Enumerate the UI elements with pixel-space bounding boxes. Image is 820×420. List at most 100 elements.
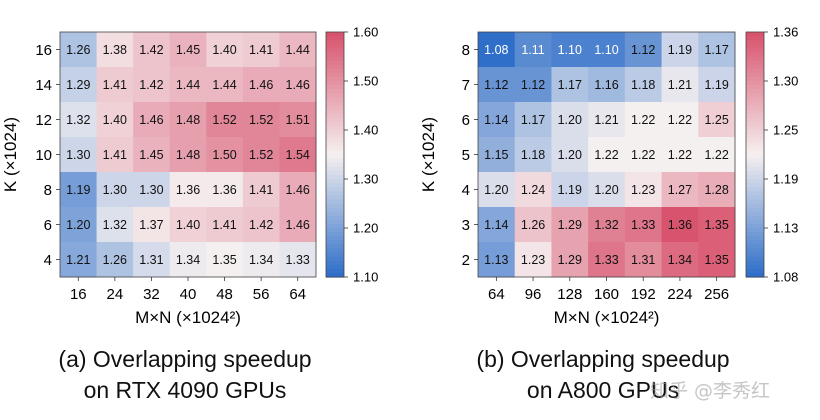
y-tick-label: 4 <box>44 252 52 269</box>
colorbar-segment <box>746 97 764 103</box>
cell-value-label: 1.52 <box>249 113 273 127</box>
colorbar-segment <box>326 142 344 147</box>
colorbar-tick-label: 1.13 <box>773 221 798 236</box>
colorbar-segment <box>326 215 344 221</box>
cell-value-label: 1.42 <box>139 43 163 57</box>
heatmap-cell <box>60 137 98 173</box>
cell-value-label: 1.20 <box>594 183 618 197</box>
colorbar-tick-label: 1.60 <box>353 25 378 40</box>
heatmap-cell <box>661 172 699 208</box>
colorbar-segment <box>326 203 344 209</box>
colorbar-segment <box>326 81 344 86</box>
cell-value-label: 1.35 <box>704 253 728 267</box>
y-axis-label: K (×1024) <box>419 117 438 192</box>
heatmap-cell <box>514 67 552 103</box>
heatmap-cell <box>698 207 736 243</box>
heatmap-rtx4090: 1.26 1.38 1.42 1.45 1.40 1.41 1.44 1.29 1.41 1.42… <box>1 25 378 328</box>
cell-value-label: 1.25 <box>704 113 728 127</box>
cell-value-label: 1.29 <box>66 78 90 92</box>
cell-value-label: 1.34 <box>249 253 273 267</box>
colorbar-segment <box>746 219 764 225</box>
heatmap-cell <box>478 137 516 173</box>
caption-rtx4090: (a) Overlapping speedup on RTX 4090 GPUs <box>20 344 350 406</box>
caption-line2: on A800 GPUs <box>526 377 680 403</box>
cell-value-label: 1.13 <box>484 253 508 267</box>
colorbar-segment <box>326 32 344 37</box>
colorbar-segment <box>326 64 344 70</box>
heatmap-cell <box>588 207 626 243</box>
colorbar-segment <box>746 207 764 213</box>
colorbar-segment <box>746 179 764 184</box>
colorbar-segment <box>326 36 344 41</box>
colorbar-segment <box>746 93 764 98</box>
colorbar-segment <box>326 236 344 241</box>
cell-value-label: 1.20 <box>484 183 508 197</box>
colorbar-segment <box>746 52 764 58</box>
cell-value-label: 1.17 <box>521 113 545 127</box>
colorbar-segment <box>746 76 764 82</box>
heatmap-cell <box>96 207 134 243</box>
heatmap-cell <box>514 32 552 68</box>
y-tick-label: 2 <box>462 252 470 269</box>
colorbar-segment <box>326 85 344 90</box>
colorbar-tick-label: 1.50 <box>353 74 378 89</box>
heatmap-cell <box>661 242 699 278</box>
cell-value-label: 1.20 <box>66 218 90 232</box>
heatmap-cell <box>698 102 736 138</box>
cell-value-label: 1.10 <box>594 43 618 57</box>
colorbar-segment <box>746 40 764 45</box>
heatmap-cell <box>661 67 699 103</box>
y-tick-label: 6 <box>44 217 52 234</box>
colorbar-segment <box>746 228 764 233</box>
colorbar-segment <box>326 134 344 139</box>
colorbar-segment <box>746 256 764 262</box>
cell-value-label: 1.48 <box>176 148 200 162</box>
cell-value-label: 1.19 <box>668 43 692 57</box>
x-tick-label: 64 <box>488 286 505 303</box>
heatmap-cell <box>169 67 207 103</box>
cell-value-label: 1.08 <box>484 43 508 57</box>
cell-value-label: 1.22 <box>631 113 655 127</box>
heatmap-cell <box>279 102 317 138</box>
heatmap-cell <box>279 67 317 103</box>
heatmap-cell <box>588 102 626 138</box>
colorbar-segment <box>326 40 344 45</box>
cell-value-label: 1.51 <box>286 113 310 127</box>
heatmap-cell <box>588 67 626 103</box>
cell-value-label: 1.11 <box>521 43 544 57</box>
cell-value-label: 1.32 <box>594 218 618 232</box>
colorbar-segment <box>326 68 344 74</box>
cell-value-label: 1.10 <box>558 43 582 57</box>
heatmap-cell <box>588 172 626 208</box>
heatmap-cell <box>514 172 552 208</box>
cell-value-label: 1.44 <box>286 43 310 57</box>
heatmap-a800: 1.08 1.11 1.10 1.10 1.12 1.19 1.17 1.12 1.12 1.17… <box>419 25 798 328</box>
colorbar-segment <box>326 187 344 192</box>
colorbar-tick-label: 1.30 <box>773 74 798 89</box>
cell-value-label: 1.32 <box>66 113 90 127</box>
heatmap-cell <box>661 102 699 138</box>
colorbar-segment <box>746 81 764 86</box>
cell-value-label: 1.22 <box>704 148 728 162</box>
colorbar-segment <box>326 174 344 180</box>
heatmap-cell <box>478 102 516 138</box>
cell-value-label: 1.45 <box>139 148 163 162</box>
heatmap-cell <box>242 242 280 278</box>
cell-value-label: 1.23 <box>521 253 545 267</box>
colorbar-segment <box>326 162 344 168</box>
cell-value-label: 1.46 <box>286 218 310 232</box>
cell-value-label: 1.15 <box>484 148 508 162</box>
heatmap-cell <box>478 172 516 208</box>
heatmap-cell <box>514 242 552 278</box>
colorbar-segment <box>746 174 764 180</box>
heatmap-cell <box>698 67 736 103</box>
cell-value-label: 1.42 <box>249 218 273 232</box>
cell-value-label: 1.26 <box>521 218 545 232</box>
colorbar-segment <box>746 85 764 90</box>
colorbar-segment <box>326 150 344 156</box>
heatmap-cell <box>588 32 626 68</box>
colorbar-segment <box>746 44 764 49</box>
colorbar-segment <box>326 170 344 176</box>
colorbar-segment <box>746 223 764 229</box>
colorbar-segment <box>746 32 764 37</box>
